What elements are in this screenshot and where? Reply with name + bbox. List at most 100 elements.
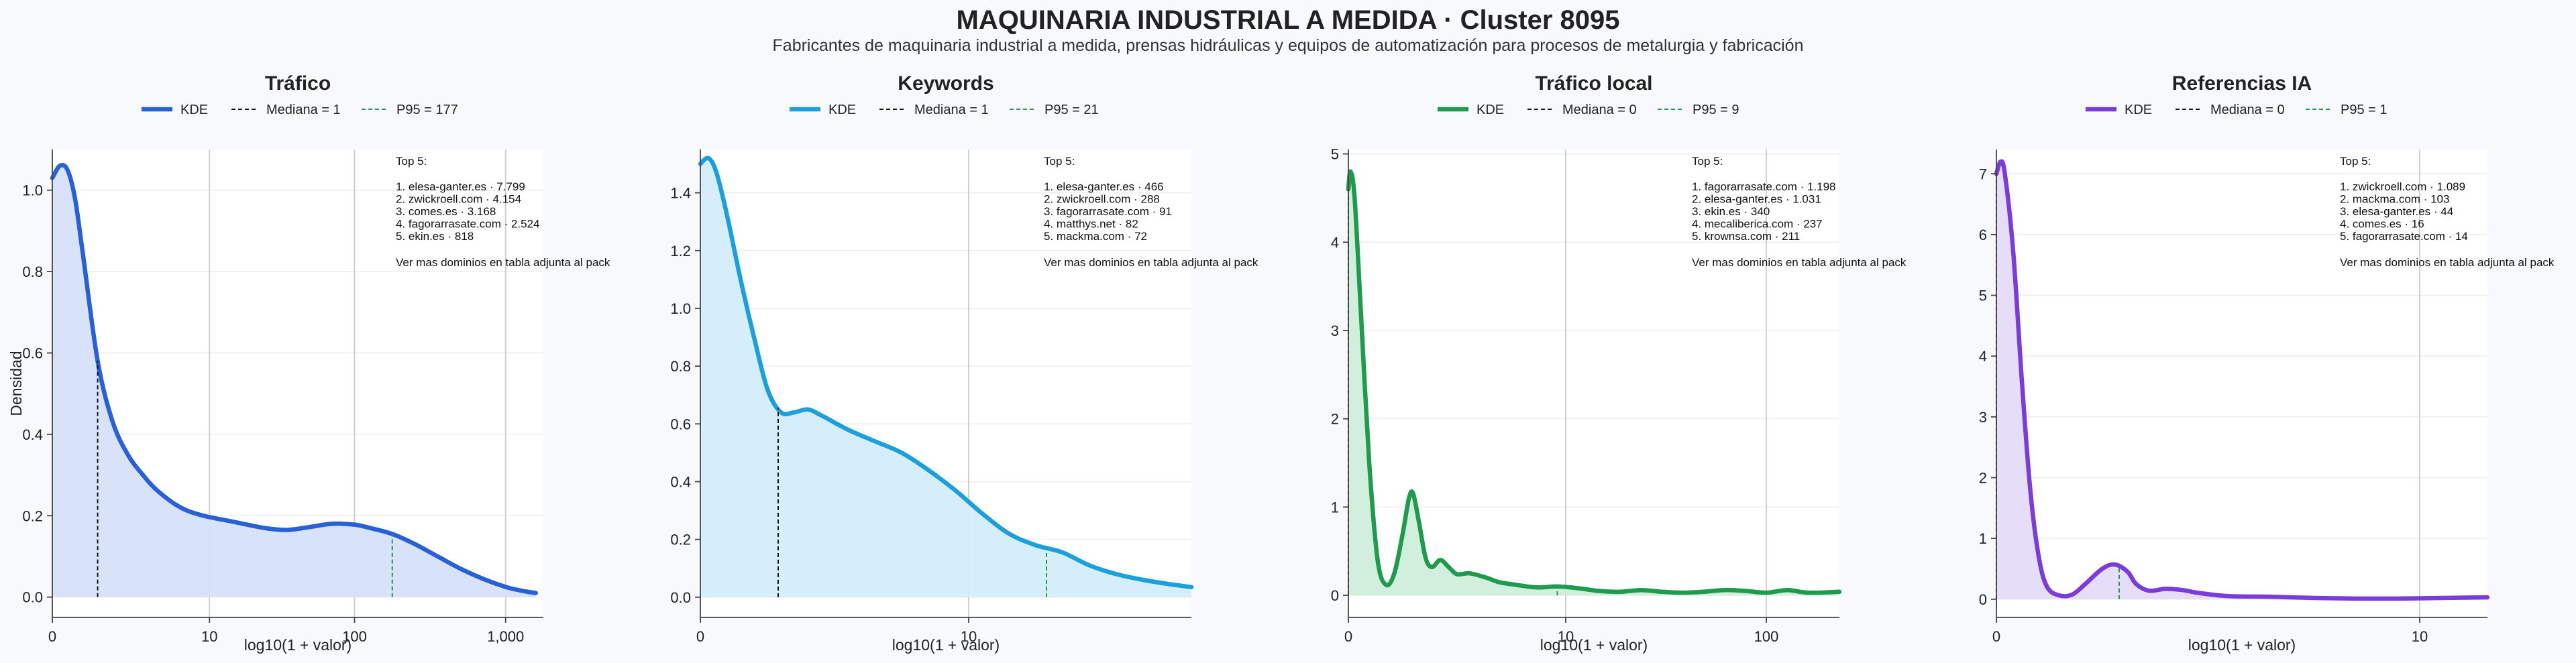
y-tick-label: 1.0 [22, 182, 43, 199]
legend-median-label: Mediana = 1 [914, 103, 989, 117]
y-tick-label: 1 [1331, 499, 1339, 516]
top5-note: Ver mas dominios en tabla adjunta al pac… [2340, 256, 2555, 269]
x-axis-label: log10(1 + valor) [1540, 636, 1648, 654]
top5-item: 2. mackma.com · 103 [2340, 193, 2449, 206]
top5-item: 1. elesa-ganter.es · 7.799 [396, 180, 525, 193]
legend-kde-label: KDE [1477, 103, 1504, 117]
y-tick-label: 0.2 [670, 532, 691, 548]
x-tick-label: 10 [961, 628, 977, 645]
kde-line [1994, 159, 2490, 601]
y-tick-label: 0 [1331, 587, 1339, 604]
top5-note: Ver mas dominios en tabla adjunta al pac… [396, 256, 610, 269]
x-axis-label: log10(1 + valor) [892, 636, 1000, 654]
top5-item: 3. ekin.es · 340 [1692, 205, 1770, 218]
top5-title: Top 5: [1044, 155, 1075, 168]
y-tick-label: 0.6 [22, 345, 43, 361]
y-tick-label: 0.8 [670, 358, 691, 375]
legend-median-label: Mediana = 0 [1562, 103, 1637, 117]
x-tick-label: 10 [2412, 628, 2428, 645]
x-tick-label: 0 [696, 628, 704, 645]
legend-p95-label: P95 = 21 [1044, 103, 1099, 117]
legend-kde-label: KDE [828, 103, 856, 117]
chart-title: Tráfico [265, 72, 331, 95]
top5-item: 5. fagorarrasate.com · 14 [2340, 230, 2468, 243]
legend-median-label: Mediana = 1 [266, 103, 341, 117]
chart-panel-1: 0.0 0.2 0.4 0.6 0.8 1.0 0 10 100 1,000 log10(1 + v… [7, 72, 610, 654]
y-tick-label: 7 [1979, 166, 1987, 182]
kde-line [50, 162, 538, 595]
y-axis-label: Densidad [7, 351, 25, 416]
top5-item: 4. fagorarrasate.com · 2.524 [396, 218, 540, 231]
top5-item: 4. matthys.net · 82 [1044, 218, 1138, 231]
kde-line [1346, 169, 1842, 595]
top5-item: 1. zwickroell.com · 1.089 [2340, 180, 2465, 193]
chart-panel-4: 0 1 2 3 4 5 6 7 0 10 log10(1 + valor) Referencias I… [1979, 72, 2555, 654]
y-tick-label: 0.0 [670, 589, 691, 606]
top5-note: Ver mas dominios en tabla adjunta al pac… [1692, 256, 1907, 269]
top5-item: 2. zwickroell.com · 4.154 [396, 193, 521, 206]
kde-area [700, 158, 1191, 597]
legend-p95-label: P95 = 9 [1693, 103, 1739, 117]
x-axis-label: log10(1 + valor) [244, 636, 352, 654]
y-tick-label: 5 [1331, 146, 1339, 163]
y-tick-label: 0.2 [22, 507, 43, 524]
legend: KDE Mediana = 1 P95 = 21 [790, 103, 1099, 117]
top5-item: 2. elesa-ganter.es · 1.031 [1692, 193, 1821, 206]
y-tick-label: 5 [1979, 288, 1987, 304]
kde-area [52, 165, 536, 597]
y-tick-label: 4 [1331, 234, 1339, 251]
top5-item: 4. comes.es · 16 [2340, 218, 2424, 231]
top5-item: 5. mackma.com · 72 [1044, 230, 1147, 243]
x-tick-label: 10 [201, 628, 217, 645]
legend: KDE Mediana = 1 P95 = 177 [142, 103, 458, 117]
y-tick-label: 0.4 [670, 473, 691, 490]
top5-title: Top 5: [2340, 155, 2371, 168]
y-tick-label: 6 [1979, 227, 1987, 243]
top5-item: 2. zwickroell.com · 288 [1044, 193, 1160, 206]
top5-item: 1. elesa-ganter.es · 466 [1044, 180, 1164, 193]
chart-title: Tráfico local [1535, 72, 1652, 95]
y-tick-label: 0 [1979, 591, 1987, 608]
chart-panel-3: 0 1 2 3 4 5 0 10 100 log10(1 + valor) Tráfico loca… [1331, 72, 1907, 654]
plot-area [1348, 149, 1839, 617]
top5-item: 5. ekin.es · 818 [396, 230, 474, 243]
top5-item: 4. mecaliberica.com · 237 [1692, 218, 1823, 231]
top5-item: 5. krownsa.com · 211 [1692, 230, 1800, 243]
y-tick-label: 2 [1331, 411, 1339, 428]
legend-kde-label: KDE [180, 103, 208, 117]
x-tick-label: 100 [342, 628, 367, 645]
x-tick-label: 1,000 [487, 628, 524, 645]
top5-note: Ver mas dominios en tabla adjunta al pac… [1044, 256, 1258, 269]
page-title: MAQUINARIA INDUSTRIAL A MEDIDA · Cluster… [956, 5, 1620, 35]
legend: KDE Mediana = 0 P95 = 9 [1438, 103, 1739, 117]
kde-line [698, 156, 1194, 590]
x-tick-label: 100 [1754, 628, 1779, 645]
legend-median-label: Mediana = 0 [2210, 103, 2285, 117]
chart-title: Referencias IA [2172, 72, 2312, 95]
y-tick-label: 1 [1979, 530, 1987, 547]
legend-p95-label: P95 = 177 [396, 103, 458, 117]
top5-item: 3. comes.es · 3.168 [396, 205, 496, 218]
x-tick-label: 0 [48, 628, 56, 645]
y-tick-label: 0.8 [22, 263, 43, 280]
x-tick-label: 0 [1992, 628, 2000, 645]
y-tick-label: 4 [1979, 348, 1987, 365]
y-tick-label: 3 [1979, 409, 1987, 426]
page-subtitle: Fabricantes de maquinaria industrial a m… [772, 36, 1804, 55]
y-tick-label: 0.6 [670, 416, 691, 432]
legend-kde-label: KDE [2125, 103, 2152, 117]
x-tick-label: 0 [1344, 628, 1352, 645]
y-tick-label: 1.2 [670, 243, 691, 259]
y-tick-label: 1.4 [670, 185, 691, 202]
chart-title: Keywords [898, 72, 994, 95]
top5-title: Top 5: [1692, 155, 1723, 168]
top5-item: 1. fagorarrasate.com · 1.198 [1692, 180, 1836, 193]
legend-p95-label: P95 = 1 [2341, 103, 2387, 117]
legend: KDE Mediana = 0 P95 = 1 [2086, 103, 2387, 117]
plot-area [1996, 149, 2487, 617]
x-tick-label: 10 [1558, 628, 1574, 645]
y-tick-label: 0.4 [22, 426, 43, 443]
y-tick-label: 2 [1979, 470, 1987, 487]
